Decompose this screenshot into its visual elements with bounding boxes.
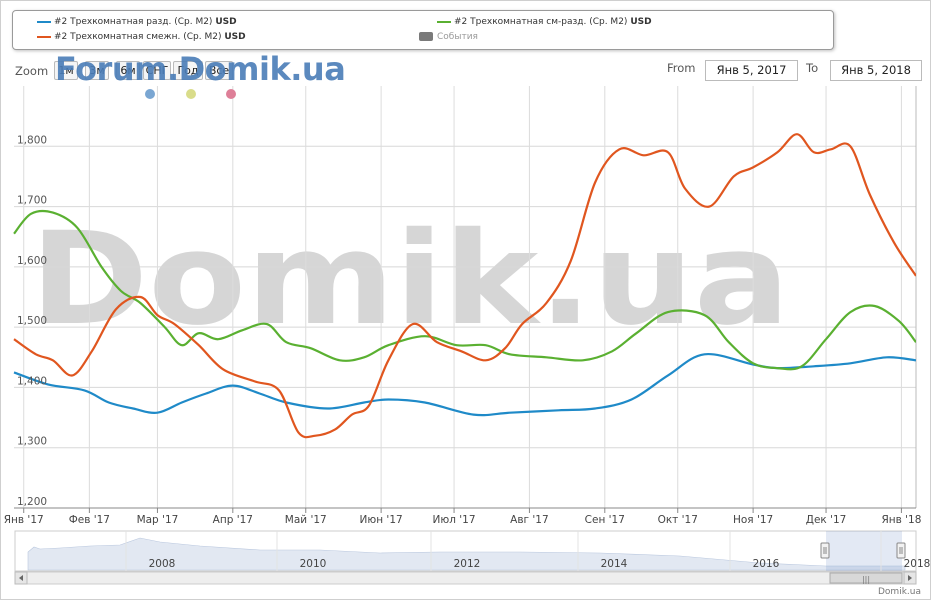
navigator-tick-label: 2016 [753, 558, 780, 570]
x-tick-label: Июн '17 [360, 514, 403, 526]
navigator-tick-label: 2012 [454, 558, 481, 570]
legend-item-series-3[interactable]: #2 Трехкомнатная смежн. (Ср. М2) USD [37, 32, 246, 42]
zoom-button-3m[interactable]: 3м [85, 61, 109, 80]
credit-link[interactable]: Domik.ua [878, 587, 921, 597]
series-line-3 [13, 133, 916, 439]
y-tick-label: 1,300 [17, 436, 47, 448]
y-tick-label: 1,700 [17, 195, 47, 207]
range-from-label: From [667, 61, 696, 75]
range-from-input[interactable]: Янв 5, 2017 [705, 60, 798, 81]
x-tick-label: Сен '17 [585, 514, 625, 526]
y-tick-label: 1,200 [17, 496, 47, 508]
x-tick-label: Янв '17 [4, 514, 44, 526]
zoom-label: Zoom [15, 64, 49, 78]
watermark-domik: Domik.ua [30, 205, 790, 354]
y-axis: 1,200 1,300 1,400 1,500 1,600 1,700 1,800 [17, 134, 47, 508]
event-markers [145, 89, 236, 99]
x-tick-label: Мар '17 [137, 514, 179, 526]
scrollbar-thumb[interactable] [829, 572, 903, 584]
scrollbar-grip-icon: ||| [862, 575, 870, 584]
x-tick-label: Дек '17 [806, 514, 847, 526]
navigator-handle[interactable] [896, 542, 906, 559]
zoom-button-year[interactable]: Год [173, 61, 203, 80]
y-tick-label: 1,400 [17, 375, 47, 387]
event-marker [145, 89, 155, 99]
zoom-button-ytd[interactable]: СНГ [143, 61, 171, 80]
x-tick-label: Май '17 [285, 514, 327, 526]
navigator-tick-label: 2010 [300, 558, 327, 570]
watermark-forum-domik: Forum.Domik.ua [55, 50, 346, 88]
x-tick-label: Янв '18 [881, 514, 921, 526]
x-axis: Янв '17 Фев '17 Мар '17 Апр '17 Май '17 Июн '… [4, 507, 921, 526]
scrollbar-track [14, 571, 917, 585]
y-tick-label: 1,600 [17, 255, 47, 267]
y-tick-label: 1,800 [17, 134, 47, 146]
legend-item-series-2[interactable]: #2 Трехкомнатная см-разд. (Ср. М2) USD [437, 17, 652, 27]
navigator[interactable]: 2008 2010 2012 2014 2016 2018 ||| [14, 530, 931, 585]
range-to-input[interactable]: Янв 5, 2018 [830, 60, 922, 81]
x-tick-label: Окт '17 [658, 514, 698, 526]
x-tick-label: Апр '17 [213, 514, 253, 526]
chevron-right-icon [908, 575, 912, 581]
navigator-selected-range [826, 531, 902, 571]
x-tick-label: Июл '17 [433, 514, 476, 526]
legend-swatch [37, 20, 51, 23]
navigator-handle[interactable] [820, 542, 830, 559]
x-tick-label: Ноя '17 [733, 514, 773, 526]
zoom-button-all[interactable]: Все [205, 61, 233, 80]
x-tick-label: Фев '17 [69, 514, 110, 526]
navigator-tick-label: 2018 [904, 558, 931, 570]
x-tick-label: Авг '17 [510, 514, 548, 526]
legend-item-events[interactable]: События [419, 32, 478, 42]
navigator-series-area [27, 537, 906, 571]
zoom-button-6m[interactable]: 6м [116, 61, 140, 80]
series-line-2 [13, 209, 916, 371]
y-tick-label: 1,500 [17, 315, 47, 327]
events-swatch [419, 32, 433, 41]
legend-item-series-1[interactable]: #2 Трехкомнатная разд. (Ср. М2) USD [37, 17, 237, 27]
legend-swatch [437, 20, 451, 23]
legend: #2 Трехкомнатная разд. (Ср. М2) USD #2 Т… [12, 10, 834, 50]
zoom-button-1m[interactable]: 1м [54, 61, 78, 80]
legend-swatch [37, 35, 51, 38]
chevron-left-icon [19, 575, 23, 581]
navigator-tick-label: 2014 [601, 558, 628, 570]
range-to-label: To [806, 61, 819, 75]
event-marker [186, 89, 196, 99]
event-marker [226, 89, 236, 99]
navigator-tick-label: 2008 [149, 558, 176, 570]
